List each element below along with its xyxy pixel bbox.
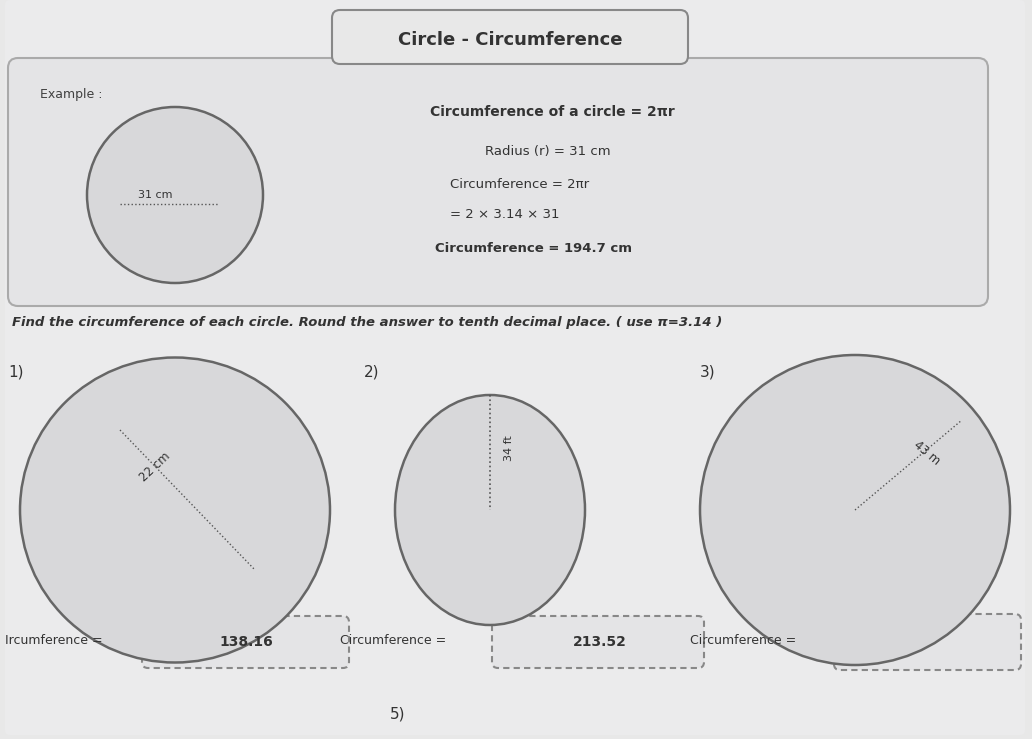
Text: Circumference = 2πr: Circumference = 2πr	[450, 178, 589, 191]
Text: Ircumference =: Ircumference =	[5, 633, 102, 647]
FancyBboxPatch shape	[492, 616, 704, 668]
Ellipse shape	[20, 358, 330, 662]
FancyBboxPatch shape	[8, 58, 988, 306]
Text: Circumference of a circle = 2πr: Circumference of a circle = 2πr	[430, 105, 675, 119]
Text: Circumference =: Circumference =	[340, 633, 446, 647]
FancyBboxPatch shape	[5, 0, 1025, 735]
Text: 138.16: 138.16	[219, 635, 272, 649]
Text: 2): 2)	[364, 364, 380, 379]
Text: 213.52: 213.52	[573, 635, 626, 649]
Text: Find the circumference of each circle. Round the answer to tenth decimal place. : Find the circumference of each circle. R…	[12, 316, 722, 329]
FancyBboxPatch shape	[332, 10, 688, 64]
Circle shape	[700, 355, 1010, 665]
Text: 43 m: 43 m	[911, 438, 942, 468]
Text: Circle - Circumference: Circle - Circumference	[397, 31, 622, 49]
Text: 5): 5)	[390, 706, 406, 721]
FancyBboxPatch shape	[142, 616, 349, 668]
Circle shape	[87, 107, 263, 283]
Text: 3): 3)	[700, 364, 715, 379]
Text: 22 cm: 22 cm	[137, 450, 172, 484]
FancyBboxPatch shape	[834, 614, 1021, 670]
Text: Circumference = 194.7 cm: Circumference = 194.7 cm	[436, 242, 632, 255]
Text: Circumference =: Circumference =	[690, 633, 797, 647]
Text: 1): 1)	[8, 364, 24, 379]
Ellipse shape	[395, 395, 585, 625]
Text: Example :: Example :	[40, 88, 102, 101]
Text: 34 ft: 34 ft	[504, 435, 514, 461]
Text: 31 cm: 31 cm	[137, 190, 172, 200]
Text: = 2 × 3.14 × 31: = 2 × 3.14 × 31	[450, 208, 559, 221]
Text: Radius (r) = 31 cm: Radius (r) = 31 cm	[485, 145, 611, 158]
